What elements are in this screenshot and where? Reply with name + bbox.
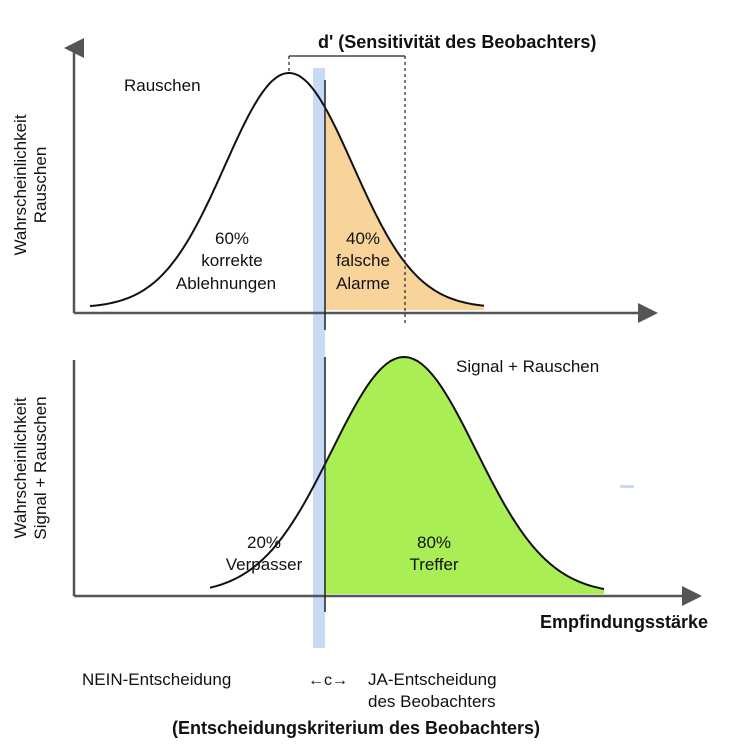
false-alarm-area bbox=[325, 109, 484, 310]
top-right-percent: 40% bbox=[346, 229, 380, 248]
top-y-label-line2: Rauschen bbox=[31, 147, 50, 224]
bottom-left-percent: 20% bbox=[247, 533, 281, 552]
signal-noise-curve bbox=[209, 355, 605, 590]
top-left-line1: korrekte bbox=[201, 251, 262, 270]
bottom-left-line1: Verpasser bbox=[226, 555, 303, 574]
top-right-line1: falsche bbox=[336, 251, 390, 270]
signal-curve-label: Signal + Rauschen bbox=[456, 357, 599, 376]
bottom-right-percent: 80% bbox=[417, 533, 451, 552]
x-axis-label: Empfindungsstärke bbox=[540, 612, 708, 632]
c-label: ←c→ bbox=[308, 672, 348, 689]
no-decision-label: NEIN-Entscheidung bbox=[82, 670, 231, 689]
d-prime-label: d' (Sensitivität des Beobachters) bbox=[318, 32, 596, 52]
bottom-right-line1: Treffer bbox=[409, 555, 458, 574]
yes-decision-line2: des Beobachters bbox=[368, 692, 496, 711]
noise-curve-label: Rauschen bbox=[124, 76, 201, 95]
noise-curve bbox=[89, 72, 485, 308]
criterion-caption: (Entscheidungskriterium des Beobachters) bbox=[172, 718, 540, 738]
top-y-label-line1: Wahrscheinlichkeit bbox=[11, 114, 30, 255]
bottom-y-label-line2: Signal + Rauschen bbox=[31, 396, 50, 539]
hit-area bbox=[325, 357, 604, 594]
criterion-band bbox=[313, 68, 325, 648]
stray-mark bbox=[620, 485, 634, 488]
yes-decision-line1: JA-Entscheidung bbox=[368, 670, 497, 689]
bottom-y-label-line1: Wahrscheinlichkeit bbox=[11, 397, 30, 538]
top-left-percent: 60% bbox=[215, 229, 249, 248]
top-left-line2: Ablehnungen bbox=[176, 274, 276, 293]
top-right-line2: Alarme bbox=[336, 274, 390, 293]
